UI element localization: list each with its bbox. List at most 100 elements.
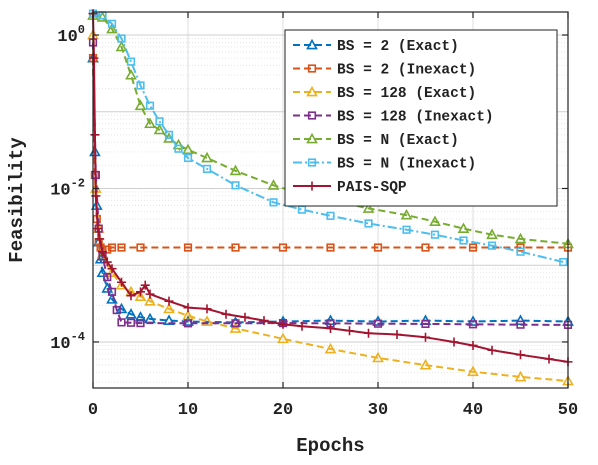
- series-7-point: [183, 303, 193, 313]
- series-7-point: [117, 277, 126, 287]
- series-7-point: [487, 345, 497, 355]
- x-tick-label: 10: [178, 401, 198, 420]
- series-2-point: [107, 243, 117, 252]
- series-5-point: [153, 123, 166, 135]
- series-5-point: [267, 179, 280, 190]
- series-7-point: [136, 287, 145, 297]
- series-7-point: [221, 309, 231, 319]
- legend-item-2-label: BS = 2 (Inexact): [337, 63, 476, 79]
- series-3-point: [163, 302, 175, 314]
- series-5-point: [201, 151, 213, 163]
- x-tick-label: 30: [368, 401, 388, 420]
- series-4-point: [103, 273, 112, 282]
- series-6-point: [487, 241, 497, 250]
- series-7-point: [140, 280, 150, 290]
- series-3-point: [467, 365, 479, 377]
- series-2-point: [516, 243, 525, 252]
- series-4-point: [136, 319, 145, 328]
- series-3-point: [229, 322, 242, 333]
- tick-labels: 0 10 20 30 40 50 100 10-2 10-4: [50, 23, 578, 420]
- legend-item-1: BS = 2 (Exact): [293, 38, 459, 55]
- series-5-point: [115, 40, 128, 52]
- series-7-point: [449, 337, 459, 347]
- series-3-point: [277, 332, 289, 344]
- series-4-point: [516, 320, 525, 329]
- series-1-point: [96, 266, 109, 278]
- series-5-point: [514, 232, 527, 244]
- x-tick-label: 0: [88, 401, 98, 420]
- series-5-line: [92, 14, 569, 245]
- series-7-point: [145, 289, 155, 299]
- series-6-point: [117, 34, 126, 43]
- series-6: [88, 9, 568, 267]
- series-3-point: [201, 315, 213, 326]
- series-6-point: [126, 57, 136, 66]
- series-1-point: [134, 311, 147, 322]
- series-2-point: [373, 243, 383, 252]
- series-7-point: [102, 257, 112, 267]
- series-5-point: [182, 143, 194, 155]
- series-6-point: [164, 130, 174, 139]
- plot-frame: [92, 11, 569, 389]
- legend-item-1-label: BS = 2 (Exact): [337, 39, 459, 55]
- series-7-point: [107, 264, 117, 274]
- series-2-point: [278, 243, 288, 252]
- legend-item-7: PAIS-SQP: [293, 180, 407, 196]
- series-6-point: [202, 164, 212, 174]
- series-6-line: [92, 12, 564, 263]
- legend-item-2: BS = 2 (Inexact): [293, 63, 476, 79]
- y-axis-label: Feasibility: [6, 137, 28, 263]
- x-axis-label: Epochs: [296, 435, 364, 457]
- series-7-point: [345, 326, 354, 336]
- series-5-point: [229, 164, 242, 176]
- series-1-point: [125, 308, 137, 319]
- series-6-point: [136, 81, 145, 90]
- series-4-point: [117, 318, 126, 327]
- series-6-point: [155, 117, 164, 126]
- series-6-point: [459, 236, 468, 245]
- series-4-point: [107, 287, 117, 296]
- legend-item-6-marker: [307, 158, 317, 167]
- series-6-point: [402, 225, 411, 234]
- series-2-point: [183, 243, 193, 252]
- series-3-point: [324, 342, 337, 354]
- series-6-point: [269, 198, 278, 207]
- series-6-point: [516, 247, 525, 256]
- legend-item-1-marker: [306, 38, 318, 50]
- series-1-point: [182, 315, 194, 326]
- series-7-point: [89, 53, 99, 63]
- series-3-point: [514, 370, 527, 382]
- series-5-point: [486, 228, 498, 240]
- legend-item-6: BS = N (Inexact): [293, 157, 476, 173]
- legend-item-5-label: BS = N (Exact): [337, 133, 459, 149]
- x-tick-label: 40: [463, 401, 483, 420]
- series-4-point: [112, 306, 121, 315]
- series-3-point: [134, 290, 147, 302]
- x-tick-label: 50: [558, 401, 578, 420]
- series-3-point: [144, 295, 156, 306]
- series-6-point: [145, 101, 155, 110]
- series-6-point: [559, 257, 568, 267]
- y-tick-label: 10-2: [50, 176, 85, 200]
- series-6-point: [107, 19, 117, 28]
- series-7-point: [98, 247, 107, 257]
- series-5: [87, 9, 574, 249]
- series-7-point: [392, 330, 402, 340]
- series-4-point: [231, 319, 240, 328]
- series-7-point: [364, 328, 373, 338]
- series-2-point: [231, 243, 240, 252]
- legend-item-4-marker: [307, 111, 317, 120]
- series-5-point: [106, 22, 118, 34]
- series-6-point: [174, 144, 183, 153]
- legend-item-6-label: BS = N (Inexact): [337, 157, 476, 173]
- axes: [92, 11, 569, 389]
- series-5-point: [144, 117, 156, 129]
- legend-item-3-marker: [306, 85, 318, 97]
- series-7-point: [468, 340, 478, 350]
- series-4-point: [421, 319, 430, 328]
- series-7-point: [278, 319, 288, 329]
- series-4-point: [183, 319, 193, 328]
- series-4-line: [92, 42, 569, 326]
- series-2-line: [92, 58, 568, 251]
